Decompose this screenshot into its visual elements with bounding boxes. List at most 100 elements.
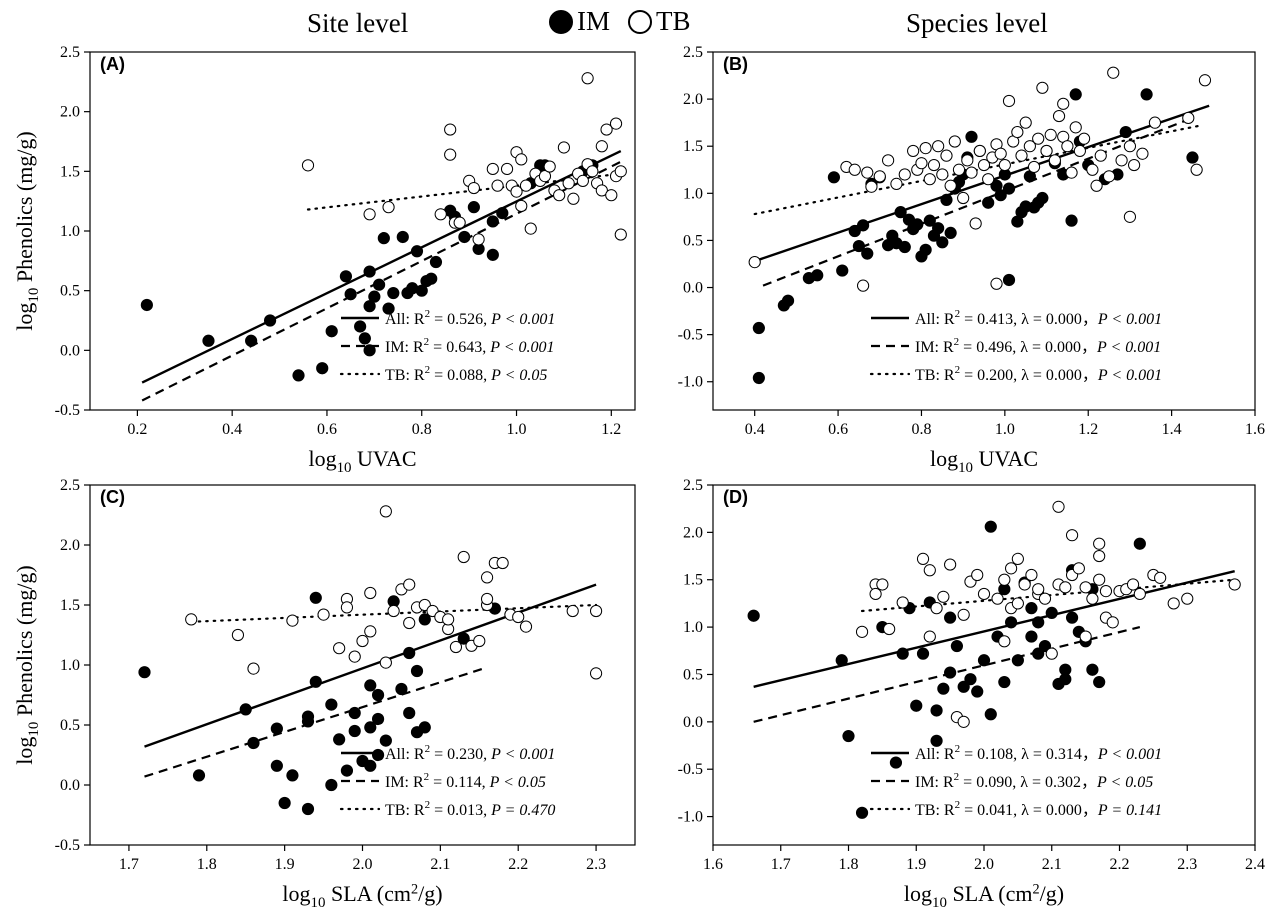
data-point-tb (364, 586, 377, 600)
data-point-tb (1015, 149, 1028, 162)
data-point-tb (1115, 154, 1128, 167)
data-point-tb (442, 613, 455, 626)
data-point-tb (444, 123, 457, 136)
data-point-im (382, 302, 395, 315)
data-point-im (292, 369, 305, 382)
data-point-im (270, 759, 283, 772)
y-tick-label: 0.0 (683, 280, 703, 297)
y-tick-label: -1.0 (678, 374, 703, 391)
data-point-tb (882, 154, 895, 167)
y-tick-label: 2.0 (60, 537, 80, 554)
plot-frame (89, 484, 636, 846)
x-tick-label: 0.6 (317, 421, 337, 438)
data-point-im (458, 230, 471, 244)
data-point-im (1036, 191, 1049, 205)
data-point-tb (919, 141, 932, 155)
y-tick-label: 0.5 (60, 283, 80, 300)
y-tick-label: 0.0 (683, 714, 703, 731)
data-point-tb (444, 148, 457, 161)
data-point-tb (898, 168, 911, 181)
data-point-im (371, 712, 385, 726)
data-point-im (403, 646, 416, 660)
x-tick-label: 1.8 (197, 856, 217, 873)
data-point-im (930, 734, 943, 747)
im-marker-icon (549, 9, 573, 34)
legend-entry-tb: TB: R2 = 0.200, λ = 0.000，P < 0.001 (915, 364, 1162, 384)
y-tick-label: -0.5 (678, 761, 703, 778)
y-tick-label: -1.0 (678, 809, 703, 826)
data-point-im (363, 300, 376, 313)
data-point-tb (907, 144, 920, 158)
data-point-tb (356, 634, 369, 648)
data-point-tb (932, 140, 945, 153)
data-point-im (984, 708, 997, 721)
data-point-tb (1061, 140, 1074, 153)
data-point-tb (1011, 552, 1024, 565)
data-point-tb (957, 608, 970, 621)
legend-entry-tb: TB: R2 = 0.088, P < 0.05 (385, 364, 547, 384)
data-point-im (835, 654, 848, 667)
data-point-tb (1154, 571, 1167, 584)
data-point-im (286, 769, 299, 782)
data-point-tb (930, 602, 943, 615)
y-tick-label: 0.5 (683, 232, 703, 249)
data-point-im (368, 290, 381, 303)
data-point-im (752, 371, 765, 385)
data-point-tb (1032, 583, 1045, 596)
legend-entry-im: IM: R2 = 0.090, λ = 0.302，P < 0.05 (915, 771, 1153, 791)
site-level-header: Site level (307, 8, 409, 38)
data-point-im (1002, 273, 1016, 287)
data-point-tb (973, 144, 986, 158)
x-tick-label: 1.9 (275, 856, 295, 873)
data-point-im (325, 778, 338, 792)
data-point-im (932, 222, 945, 235)
data-point-im (418, 721, 431, 734)
y-tick-label: 2.0 (683, 91, 703, 108)
data-point-im (371, 748, 385, 762)
data-point-im (856, 219, 870, 232)
legend-entry-all: All: R2 = 0.526, P < 0.001 (385, 308, 555, 328)
data-point-im (950, 639, 964, 653)
data-point-im (387, 286, 400, 300)
panel-c: 1.7 1.8 1.9 2.0 2.1 2.2 2.3 -0.5 0.0 0.5 1.0 1.5 2.0… (12, 477, 636, 910)
data-point-tb (1190, 163, 1203, 176)
data-point-tb (581, 72, 594, 85)
data-point-tb (1106, 616, 1119, 629)
data-point-tb (971, 568, 984, 582)
data-point-tb (403, 578, 416, 591)
data-point-im (894, 206, 907, 219)
data-point-tb (961, 154, 974, 167)
data-point-im (339, 270, 353, 283)
data-point-im (930, 704, 943, 717)
data-point-tb (1123, 210, 1137, 223)
data-point-tb (553, 189, 566, 202)
data-point-im (372, 278, 386, 291)
data-point-tb (1044, 128, 1057, 142)
data-point-tb (1040, 144, 1053, 158)
data-point-tb (605, 189, 618, 202)
data-point-tb (991, 592, 1004, 605)
data-point-tb (957, 191, 970, 205)
data-point-tb (491, 179, 504, 192)
data-point-tb (990, 277, 1003, 290)
data-point-tb (1136, 147, 1149, 160)
x-axis-label: log10 UVAC (930, 446, 1038, 476)
data-point-tb (510, 185, 523, 198)
legend-entry-all: All: R2 = 0.230, P < 0.001 (385, 743, 555, 763)
data-point-tb (957, 715, 970, 728)
data-point-im (747, 609, 760, 622)
data-point-im (827, 171, 841, 184)
data-point-tb (1093, 573, 1106, 586)
data-point-tb (486, 162, 499, 176)
data-point-im (354, 320, 367, 333)
data-point-im (410, 245, 424, 258)
fit-line-tb (753, 124, 1202, 216)
data-point-im (364, 759, 377, 772)
data-point-im (364, 679, 377, 692)
data-point-tb (1025, 568, 1038, 582)
data-point-tb (472, 233, 485, 246)
data-point-tb (1073, 144, 1086, 158)
x-tick-label: 1.0 (995, 421, 1015, 438)
data-point-tb (1148, 116, 1162, 129)
